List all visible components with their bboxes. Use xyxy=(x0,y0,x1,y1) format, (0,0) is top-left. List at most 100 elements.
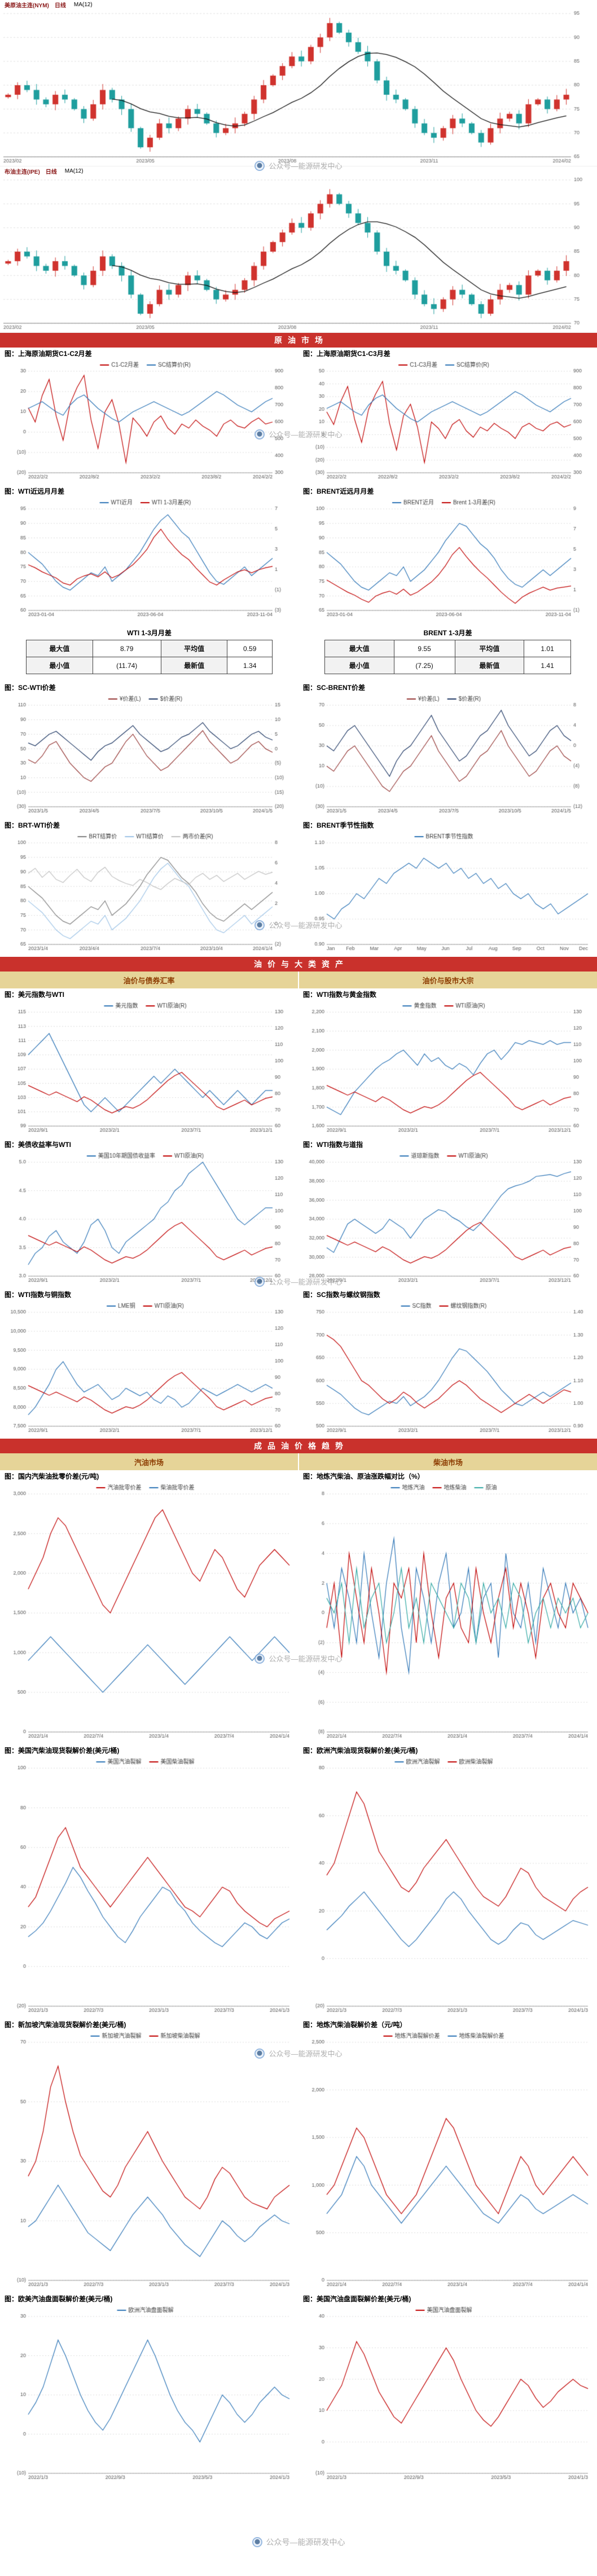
sc-brent-spread-chart xyxy=(301,694,595,816)
chart-cell-eu-us-gasoline-paper: 图：欧美汽油盘面裂解价差(美元/桶) xyxy=(0,2293,298,2486)
chart-title: 图：美国汽柴油现货裂解价差(美元/桶) xyxy=(5,1747,120,1755)
chart-title: 图：新加坡汽柴油现货裂解价差(美元/桶) xyxy=(5,2021,126,2029)
chart-row: 图：美债收益率与WTI 图：WTI指数与道指 xyxy=(0,1138,597,1289)
table-cell-value: 1.01 xyxy=(524,640,571,657)
chart-cell-wti-dow: 图：WTI指数与道指 xyxy=(298,1138,597,1289)
table-cell-value: 8.79 xyxy=(92,640,161,657)
wti-dow-chart xyxy=(301,1151,595,1285)
chart-title: 图：WTI指数与道指 xyxy=(303,1141,363,1149)
sg-crack-spread-chart xyxy=(2,2031,296,2289)
table-cell-label: 平均值 xyxy=(454,640,525,657)
wti-gold-chart xyxy=(301,1001,595,1135)
chart-cell-domestic-wholesale-retail: 图：国内汽柴油批零价差(元/吨) xyxy=(0,1470,298,1744)
chart-row: 图：WTI近远月月差 图：BRENT近远月月差 xyxy=(0,485,597,623)
table-title: WTI 1-3月月差 xyxy=(127,629,172,637)
chart-row: 图：BRT-WTI价差 图：BRENT季节性指数 xyxy=(0,819,597,957)
chart-title: 图：欧美汽油盘面裂解价差(美元/桶) xyxy=(5,2295,113,2303)
c1c2-spread-chart xyxy=(2,360,296,482)
eu-crack-spread-chart xyxy=(301,1757,595,2015)
brent-seasonal-chart xyxy=(301,832,595,953)
chart-cell-brent-seasonal: 图：BRENT季节性指数 xyxy=(298,819,597,957)
chart-cell-dxy-wti: 图：美元指数与WTI xyxy=(0,988,298,1138)
kline-ma-label: MA(12) xyxy=(64,168,84,174)
chart-cell-refinery-crack: 图：地炼汽柴油裂解价差（元/吨） xyxy=(298,2019,597,2293)
chart-cell-sc-brent: 图：SC-BRENT价差 xyxy=(298,682,597,819)
chart-title: 图：SC-BRENT价差 xyxy=(303,684,365,692)
refinery-crack-spread-chart xyxy=(301,2031,595,2289)
chart-cell-wti-month-spread: 图：WTI近远月月差 xyxy=(0,485,298,623)
kline-title-brent: 布油主连(IPE) 日线 xyxy=(5,169,57,175)
subheader-bonds-fx: 油价与债券汇率 xyxy=(0,972,298,988)
chart-row: 图：新加坡汽柴油现货裂解价差(美元/桶) 图：地炼汽柴油裂解价差（元/吨） xyxy=(0,2019,597,2293)
kline-title-wti: 美原油主连(NYM) 日线 xyxy=(5,2,66,9)
table-cell-label: 最小值 xyxy=(26,657,93,674)
chart-cell-eu-crack: 图：欧洲汽柴油现货裂解价差(美元/桶) xyxy=(298,1744,597,2019)
subheader-macro: 油价与债券汇率 油价与股市大宗 xyxy=(0,972,597,988)
chart-row: 图：欧美汽油盘面裂解价差(美元/桶) 图：美国汽油盘面裂解价差(美元/桶) xyxy=(0,2293,597,2486)
table-cell-value: 1.34 xyxy=(227,657,273,674)
chart-title: 图：美元指数与WTI xyxy=(5,991,64,999)
refinery-change-compare-chart xyxy=(301,1483,595,1741)
chart-title: 图：BRENT近远月月差 xyxy=(303,487,374,495)
table-title: BRENT 1-3月差 xyxy=(423,629,472,637)
table-cell-label: 平均值 xyxy=(160,640,228,657)
kline-section-brent: 布油主连(IPE) 日线 MA(12) xyxy=(0,166,597,333)
chart-title: 图：WTI近远月月差 xyxy=(5,487,64,495)
ust-yield-wti-chart xyxy=(2,1151,296,1285)
kline-header-brent: 布油主连(IPE) 日线 MA(12) xyxy=(0,166,597,175)
wti-candlestick-chart xyxy=(0,9,597,166)
chart-cell-refinery-change: 图：地炼汽柴油、原油涨跌幅对比（%） xyxy=(298,1470,597,1744)
wti-month-spread-chart xyxy=(2,498,296,619)
section-banner-refined-products: 成品油价格趋势 xyxy=(0,1439,597,1453)
table-cell-value: 1.41 xyxy=(524,657,571,674)
table-cell-label: 最大值 xyxy=(26,640,93,657)
chart-title: 图：欧洲汽柴油现货裂解价差(美元/桶) xyxy=(303,1747,418,1755)
chart-title: 图：BRENT季节性指数 xyxy=(303,821,374,829)
chart-cell-brent-month-spread: 图：BRENT近远月月差 xyxy=(298,485,597,623)
chart-row: 图：美元指数与WTI 图：WTI指数与黄金指数 xyxy=(0,988,597,1138)
chart-title: 图：WTI指数与铜指数 xyxy=(5,1291,71,1299)
brent-spread-table-cell: BRENT 1-3月差 最大值 9.55 平均值 1.01 最小值 (7.25)… xyxy=(298,623,597,682)
chart-cell-brt-wti: 图：BRT-WTI价差 xyxy=(0,819,298,957)
chart-cell-us-crack: 图：美国汽柴油现货裂解价差(美元/桶) xyxy=(0,1744,298,2019)
chart-title: 图：WTI指数与黄金指数 xyxy=(303,991,376,999)
table-cell-label: 最小值 xyxy=(324,657,394,674)
spread-stat-tables: WTI 1-3月月差 最大值 8.79 平均值 0.59 最小值 (11.74)… xyxy=(0,623,597,682)
brent-spread-table: 最大值 9.55 平均值 1.01 最小值 (7.25) 最新值 1.41 xyxy=(324,640,571,674)
chart-title: 图：上海原油期货C1-C2月差 xyxy=(5,350,92,358)
subheader-refined: 汽油市场 柴油市场 xyxy=(0,1453,597,1470)
wti-spread-table-cell: WTI 1-3月月差 最大值 8.79 平均值 0.59 最小值 (11.74)… xyxy=(0,623,298,682)
section-banner-macro-assets: 油价与大类资产 xyxy=(0,957,597,972)
table-cell-label: 最大值 xyxy=(324,640,394,657)
subheader-diesel-market: 柴油市场 xyxy=(298,1453,597,1470)
brent-month-spread-chart xyxy=(301,498,595,619)
chart-cell-c1c2: 图：上海原油期货C1-C2月差 xyxy=(0,348,298,485)
chart-cell-us-gasoline-paper: 图：美国汽油盘面裂解价差(美元/桶) xyxy=(298,2293,597,2486)
subheader-gasoline-market: 汽油市场 xyxy=(0,1453,298,1470)
chart-title: 图：SC指数与螺纹钢指数 xyxy=(303,1291,380,1299)
table-cell-value: (7.25) xyxy=(393,657,455,674)
wti-copper-chart xyxy=(2,1301,296,1435)
dxy-wti-chart xyxy=(2,1001,296,1135)
chart-row: 图：SC-WTI价差 图：SC-BRENT价差 xyxy=(0,682,597,819)
chart-cell-wti-gold: 图：WTI指数与黄金指数 xyxy=(298,988,597,1138)
table-cell-value: 0.59 xyxy=(227,640,273,657)
domestic-wholesale-retail-chart xyxy=(2,1483,296,1741)
table-cell-value: (11.74) xyxy=(92,657,161,674)
sc-rebar-chart xyxy=(301,1301,595,1435)
chart-title: 图：上海原油期货C1-C3月差 xyxy=(303,350,390,358)
chart-title: 图：地炼汽柴油、原油涨跌幅对比（%） xyxy=(303,1472,424,1480)
sc-wti-spread-chart xyxy=(2,694,296,816)
table-cell-label: 最新值 xyxy=(160,657,228,674)
chart-title: 图：BRT-WTI价差 xyxy=(5,821,60,829)
c1c3-spread-chart xyxy=(301,360,595,482)
chart-cell-wti-copper: 图：WTI指数与铜指数 xyxy=(0,1289,298,1439)
chart-cell-ust-wti: 图：美债收益率与WTI xyxy=(0,1138,298,1289)
chart-title: 图：SC-WTI价差 xyxy=(5,684,56,692)
wti-spread-table: 最大值 8.79 平均值 0.59 最小值 (11.74) 最新值 1.34 xyxy=(26,640,273,674)
chart-row: 图：美国汽柴油现货裂解价差(美元/桶) 图：欧洲汽柴油现货裂解价差(美元/桶) xyxy=(0,1744,597,2019)
eu-us-gasoline-paper-crack-chart xyxy=(2,2305,296,2482)
chart-row: 图：WTI指数与铜指数 图：SC指数与螺纹钢指数 xyxy=(0,1289,597,1439)
table-cell-value: 9.55 xyxy=(393,640,455,657)
